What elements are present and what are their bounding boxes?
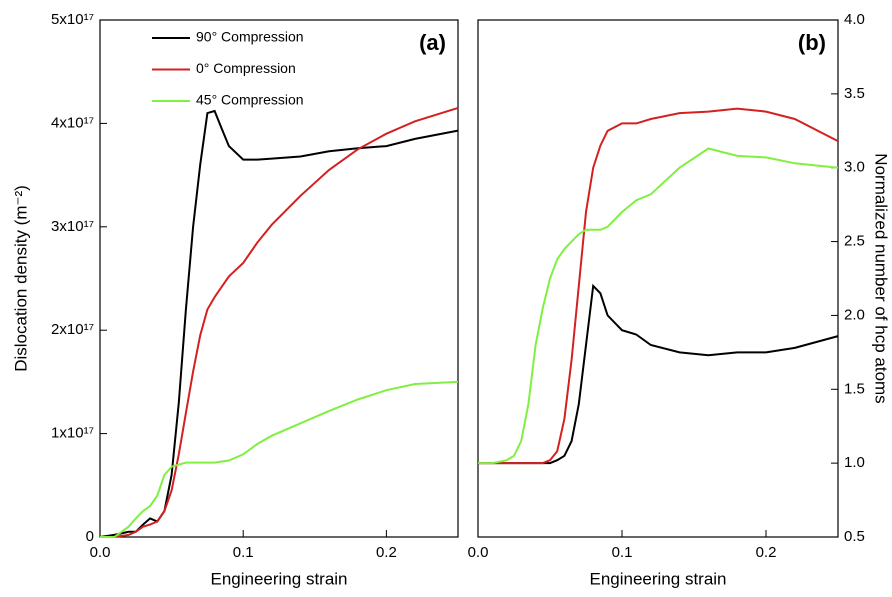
data-line [100, 380, 459, 538]
y-tick-label: 0.5 [844, 528, 865, 545]
y-axis-label: Normalized number of hcp atoms [872, 153, 891, 403]
legend-label: 90° Compression [196, 29, 304, 45]
y-axis-label: Dislocation density (m⁻²) [11, 185, 30, 372]
y-tick-label: 1.0 [844, 454, 865, 471]
plot-frame [477, 19, 839, 538]
data-line [99, 109, 459, 538]
x-axis-label: Engineering strain [589, 569, 726, 588]
panel-label: (a) [419, 30, 446, 55]
data-line [100, 106, 459, 538]
legend-label: 0° Compression [196, 60, 296, 76]
x-tick-label: 0.0 [468, 544, 489, 561]
y-tick-label: 3.5 [844, 85, 865, 102]
y-tick-label: 2.0 [844, 306, 865, 323]
y-tick-label: 2.5 [844, 233, 865, 250]
y-tick-label: 4x10¹⁷ [51, 114, 94, 131]
y-tick-label: 3x10¹⁷ [51, 218, 94, 235]
y-tick-label: 2x10¹⁷ [51, 321, 94, 338]
y-tick-label: 4.0 [844, 11, 865, 28]
y-tick-label: 3.0 [844, 159, 865, 176]
x-axis-label: Engineering strain [210, 569, 347, 588]
y-tick-label: 1.5 [844, 380, 865, 397]
y-tick-label: 1x10¹⁷ [51, 425, 94, 442]
x-tick-label: 0.1 [612, 544, 633, 561]
legend-label: 45° Compression [196, 92, 304, 108]
x-tick-label: 0.1 [233, 544, 254, 561]
x-tick-label: 0.2 [756, 544, 777, 561]
x-tick-label: 0.2 [376, 544, 397, 561]
data-line [478, 147, 839, 465]
x-tick-label: 0.0 [90, 544, 111, 561]
data-line [478, 107, 839, 465]
plot-frame [99, 19, 459, 538]
panel-label: (b) [798, 30, 826, 55]
y-tick-label: 0 [86, 528, 94, 545]
y-tick-label: 5x10¹⁷ [51, 11, 94, 28]
